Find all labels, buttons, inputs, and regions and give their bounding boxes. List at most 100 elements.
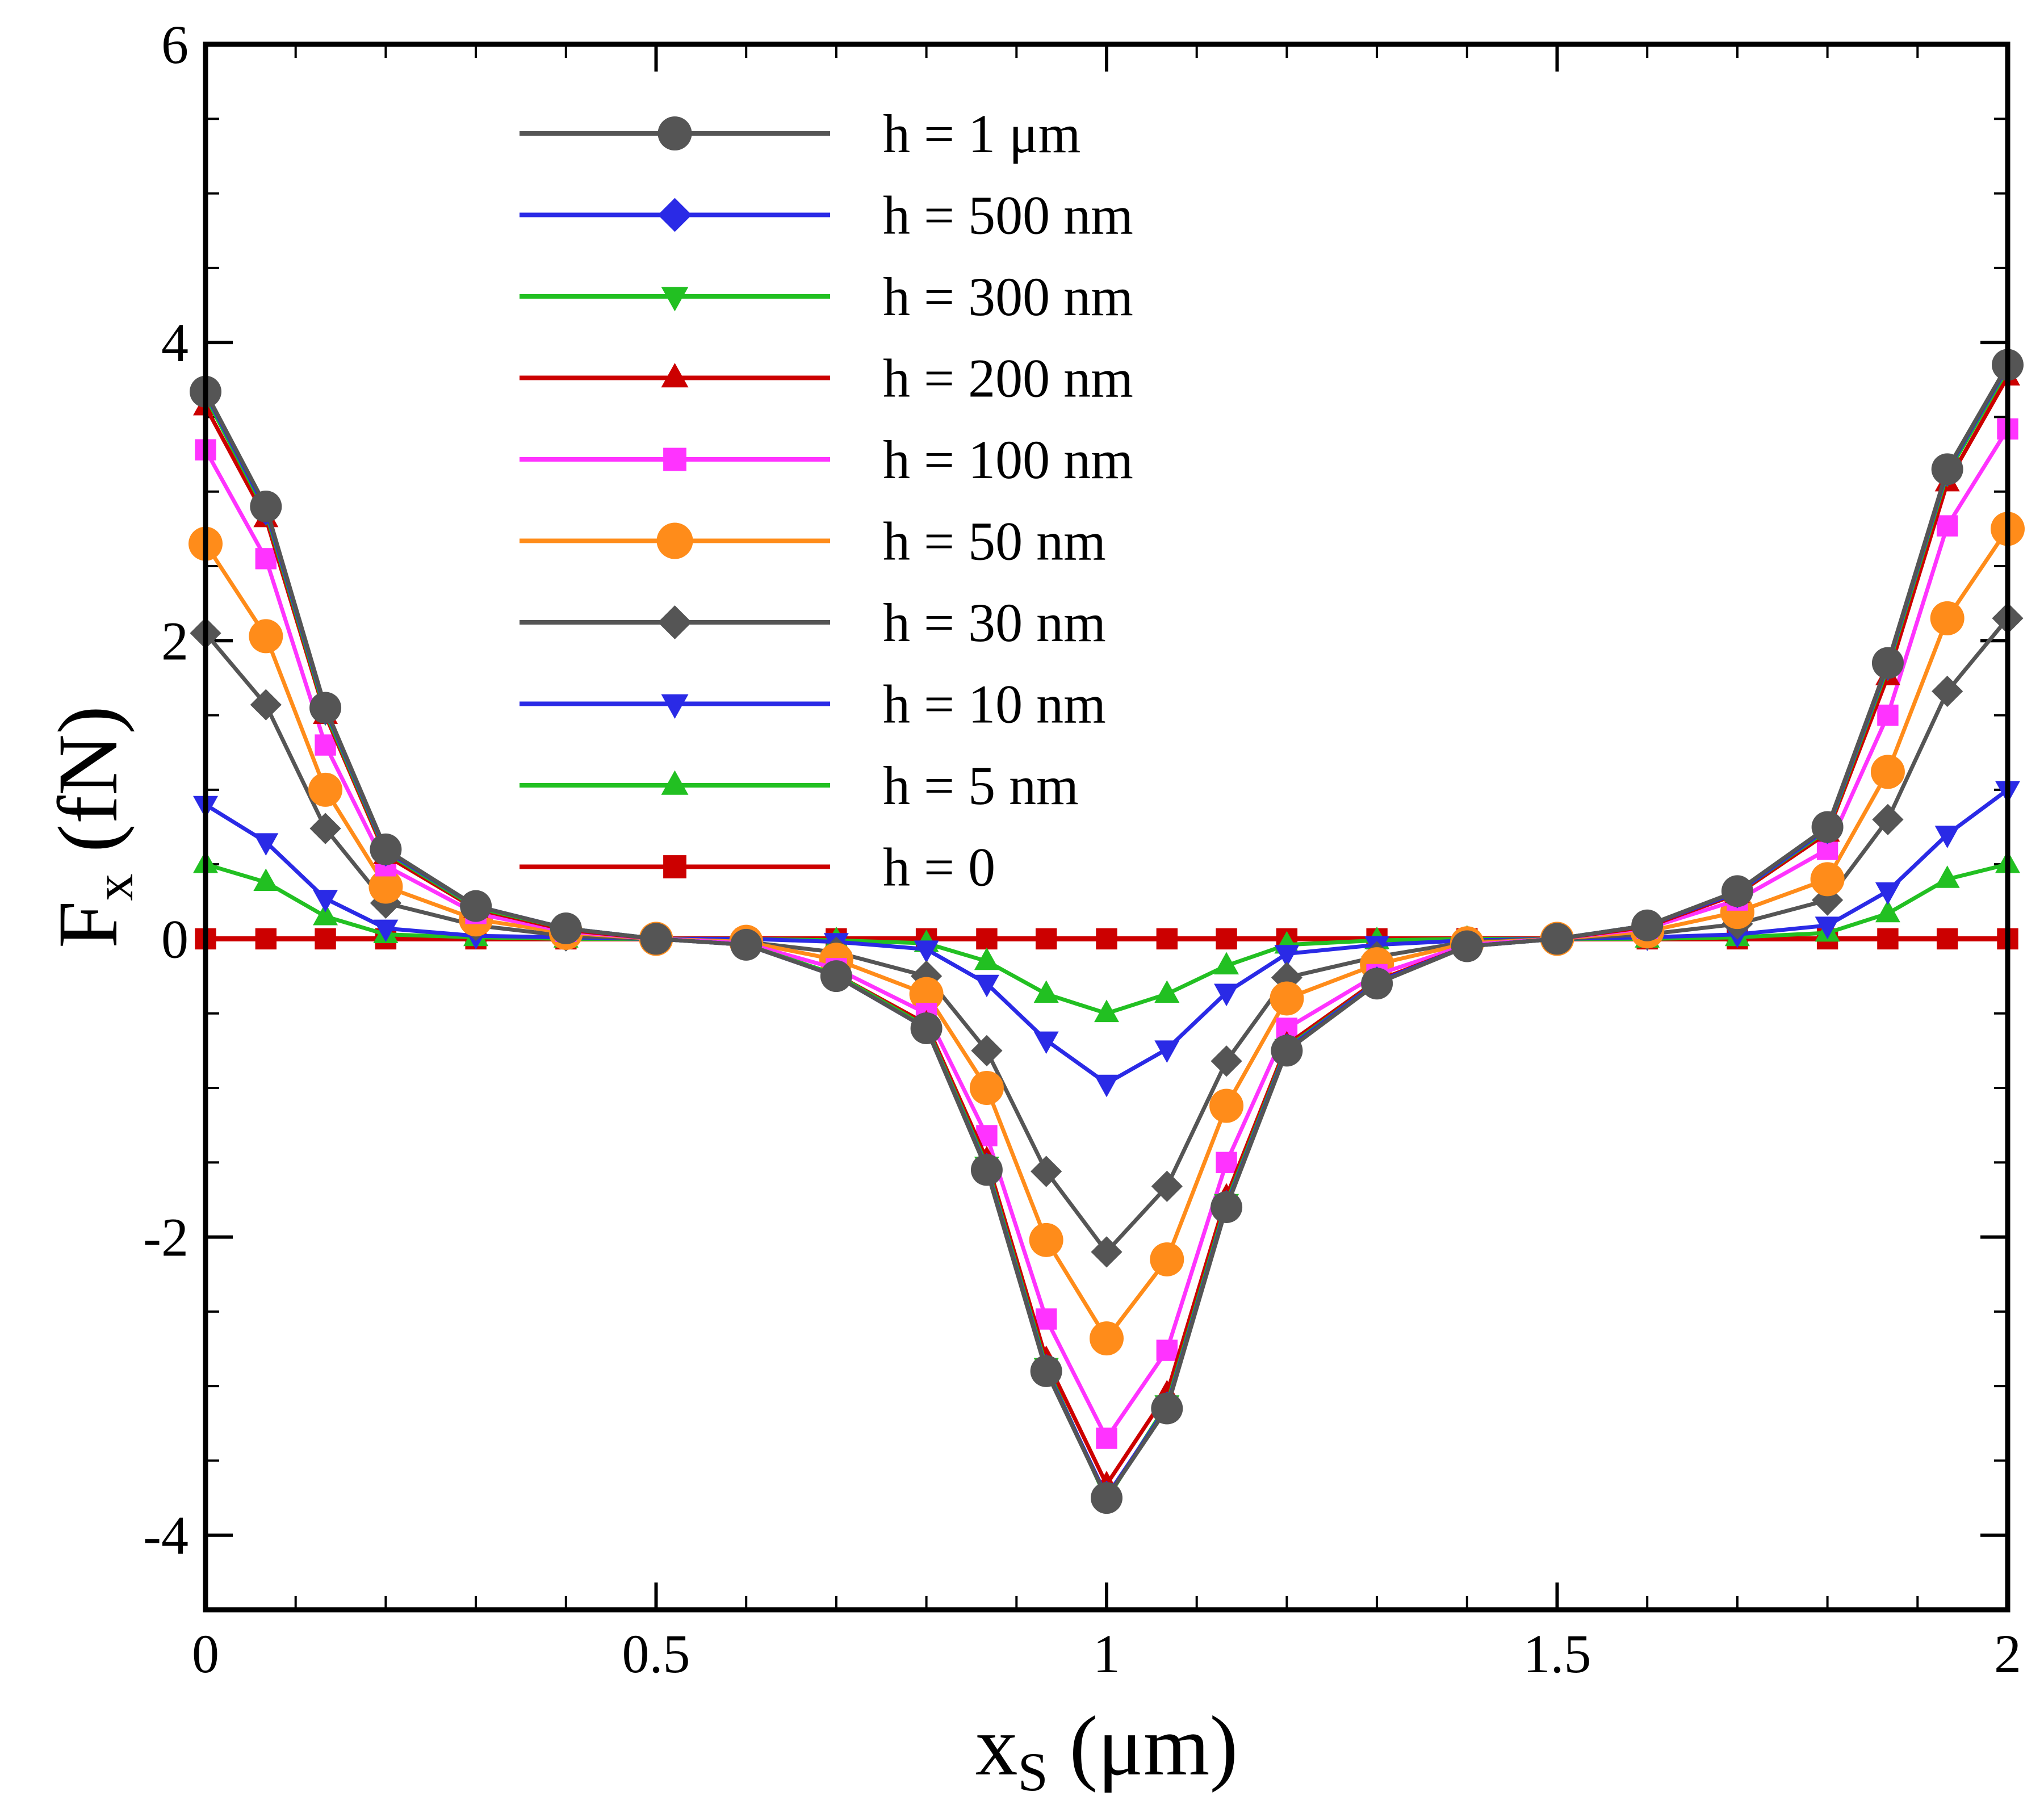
data-point [1934, 865, 1960, 888]
data-point [1871, 647, 1904, 679]
data-point [1150, 1242, 1184, 1276]
data-point [1094, 1074, 1119, 1098]
data-point [1151, 1170, 1183, 1202]
legend-entry: h = 0 [520, 837, 995, 898]
data-point [1721, 875, 1753, 907]
x-axis-label-main: x [975, 1699, 1018, 1793]
legend-entry: h = 300 nm [520, 266, 1133, 327]
data-point [1270, 981, 1304, 1016]
data-point [313, 890, 338, 912]
legend-label: h = 200 nm [883, 348, 1133, 409]
data-point [250, 490, 282, 522]
data-point [1216, 928, 1237, 950]
x-tick-label: 2 [1994, 1623, 2021, 1684]
data-point [373, 919, 399, 943]
data-point [1096, 928, 1117, 950]
legend-entry: h = 10 nm [520, 674, 1106, 735]
legend-marker [661, 363, 689, 388]
data-point [1877, 928, 1899, 950]
data-point [974, 974, 999, 998]
legend-marker [656, 522, 693, 559]
data-point [1209, 1088, 1244, 1123]
data-point [550, 912, 582, 945]
data-point [1811, 811, 1844, 843]
legend-entry: h = 200 nm [520, 348, 1133, 409]
data-point [1154, 1040, 1180, 1063]
x-tick-label: 0.5 [622, 1623, 690, 1684]
y-axis-label: Fx (fN) [41, 706, 144, 948]
data-point [1094, 999, 1119, 1023]
data-point [370, 833, 402, 865]
data-point [249, 619, 283, 654]
data-point [253, 868, 279, 891]
legend-marker [661, 287, 689, 312]
data-point [1936, 515, 1958, 537]
data-point [1156, 928, 1178, 950]
data-point [1930, 601, 1965, 635]
data-point [1877, 704, 1899, 726]
legend-entry: h = 100 nm [520, 429, 1133, 490]
legend-label: h = 30 nm [883, 592, 1106, 653]
legend-label: h = 50 nm [883, 511, 1106, 572]
data-point [1211, 1191, 1243, 1224]
data-point [1875, 882, 1900, 905]
data-point [640, 923, 672, 955]
series-layer [189, 349, 2025, 1514]
data-point [253, 833, 279, 856]
legend-marker [663, 447, 686, 471]
data-point [910, 1012, 943, 1044]
data-point [1035, 1308, 1057, 1330]
x-tick-label: 1 [1093, 1623, 1120, 1684]
data-point [1541, 923, 1573, 955]
data-point [255, 928, 277, 950]
data-point [1274, 945, 1300, 968]
data-point [1035, 928, 1057, 950]
legend-marker [663, 855, 686, 878]
data-point [250, 689, 282, 721]
data-point [1091, 1482, 1122, 1514]
y-tick-label: -4 [143, 1505, 189, 1566]
data-point [368, 869, 403, 904]
data-point [1875, 899, 1900, 923]
data-point [1031, 1155, 1062, 1187]
legend-label: h = 10 nm [883, 674, 1106, 735]
data-point [255, 548, 277, 570]
data-point [1815, 916, 1840, 939]
data-point [820, 960, 852, 993]
data-point [1931, 453, 1963, 485]
data-point [1030, 1355, 1062, 1387]
x-axis-label-sub: S [1018, 1741, 1048, 1802]
legend-marker [657, 116, 692, 150]
data-point [969, 1071, 1004, 1105]
x-axis-label: xS (μm) [975, 1699, 1238, 1802]
x-tick-label: 1.5 [1523, 1623, 1591, 1684]
data-point [313, 902, 338, 926]
data-point [1091, 1236, 1122, 1268]
data-point [1090, 1321, 1124, 1356]
data-point [914, 940, 939, 964]
data-point [1932, 675, 1963, 707]
data-point [1216, 1152, 1237, 1173]
legend-label: h = 500 nm [883, 185, 1133, 246]
data-point [1214, 952, 1239, 975]
data-point [970, 1154, 1003, 1186]
legend-label: h = 300 nm [883, 266, 1133, 327]
data-point [1154, 980, 1180, 1003]
data-point [1271, 1035, 1303, 1067]
data-point [1156, 1339, 1178, 1361]
legend-label: h = 100 nm [883, 429, 1133, 490]
data-point [1151, 1392, 1183, 1425]
data-point [460, 890, 492, 922]
data-point [1096, 1427, 1117, 1449]
y-tick-label: 4 [161, 312, 189, 373]
data-point [1451, 930, 1483, 962]
x-tick-label: 0 [192, 1623, 219, 1684]
legend-entry: h = 5 nm [520, 755, 1079, 816]
legend: h = 1 μm h = 500 nm h = 300 nm h = 200 nm h … [520, 103, 1133, 898]
legend-marker [661, 694, 689, 719]
data-point [1361, 968, 1393, 1000]
plot-frame [203, 41, 2011, 1613]
legend-label: h = 5 nm [883, 755, 1079, 816]
data-point [971, 1035, 1003, 1066]
